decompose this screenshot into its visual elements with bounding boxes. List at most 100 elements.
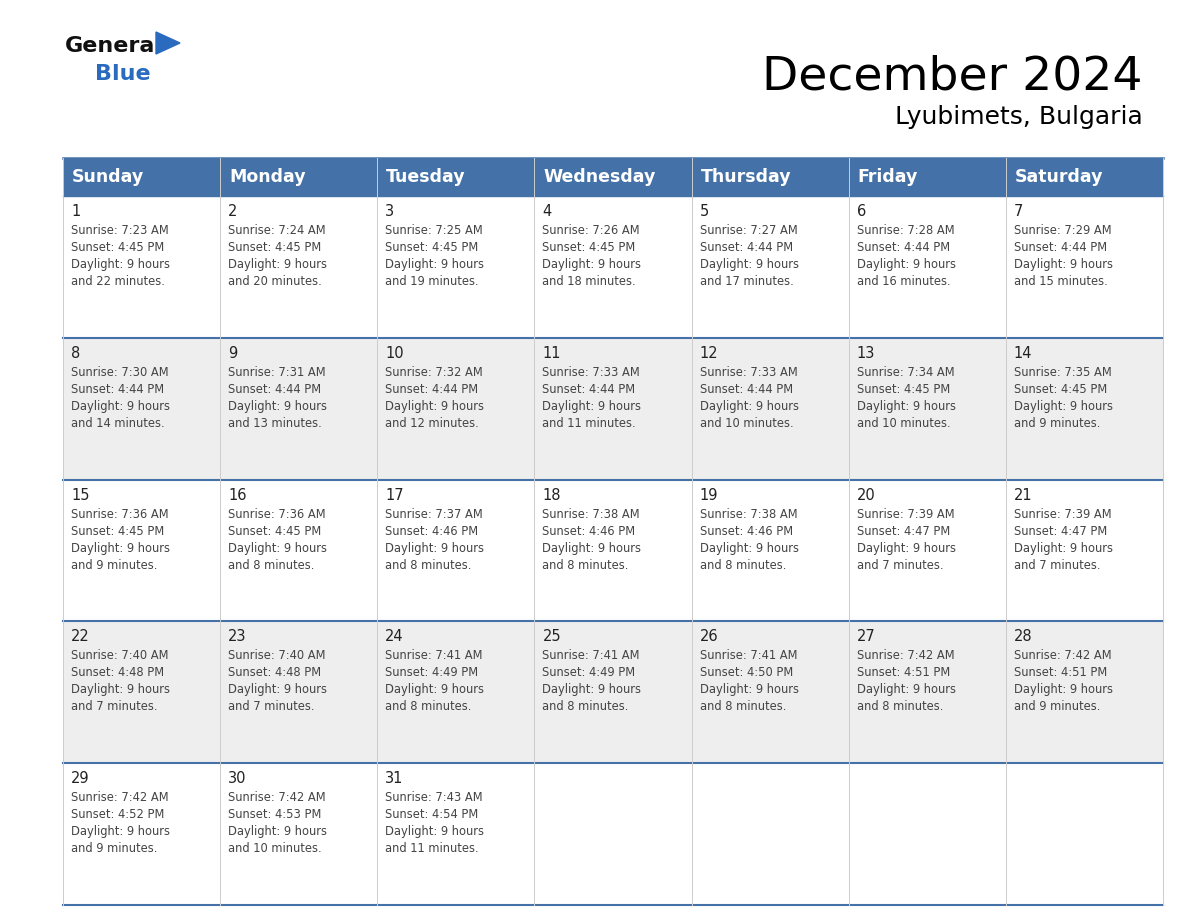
Text: Daylight: 9 hours: Daylight: 9 hours bbox=[228, 258, 327, 271]
Text: Daylight: 9 hours: Daylight: 9 hours bbox=[385, 825, 485, 838]
Bar bbox=[691, 338, 848, 479]
Bar bbox=[691, 621, 848, 763]
Text: Sunset: 4:53 PM: Sunset: 4:53 PM bbox=[228, 808, 322, 822]
Text: 25: 25 bbox=[543, 630, 561, 644]
Bar bbox=[691, 196, 848, 338]
Text: Sunrise: 7:42 AM: Sunrise: 7:42 AM bbox=[1013, 649, 1112, 663]
Text: Sunset: 4:45 PM: Sunset: 4:45 PM bbox=[385, 241, 479, 254]
Text: and 15 minutes.: and 15 minutes. bbox=[1013, 275, 1107, 288]
Text: Sunrise: 7:42 AM: Sunrise: 7:42 AM bbox=[71, 791, 169, 804]
Text: 9: 9 bbox=[228, 346, 238, 361]
Text: and 13 minutes.: and 13 minutes. bbox=[228, 417, 322, 430]
Bar bbox=[535, 479, 691, 621]
Text: Sunset: 4:51 PM: Sunset: 4:51 PM bbox=[1013, 666, 1107, 679]
Text: Daylight: 9 hours: Daylight: 9 hours bbox=[385, 258, 485, 271]
Text: Sunrise: 7:35 AM: Sunrise: 7:35 AM bbox=[1013, 365, 1112, 379]
Text: Sunset: 4:44 PM: Sunset: 4:44 PM bbox=[857, 241, 950, 254]
Text: Sunrise: 7:39 AM: Sunrise: 7:39 AM bbox=[857, 508, 954, 521]
Text: Sunset: 4:45 PM: Sunset: 4:45 PM bbox=[71, 524, 164, 538]
Text: Daylight: 9 hours: Daylight: 9 hours bbox=[71, 400, 170, 413]
Text: Sunrise: 7:25 AM: Sunrise: 7:25 AM bbox=[385, 224, 484, 237]
Bar bbox=[535, 196, 691, 338]
Text: Sunset: 4:45 PM: Sunset: 4:45 PM bbox=[857, 383, 950, 396]
Text: Daylight: 9 hours: Daylight: 9 hours bbox=[543, 683, 642, 697]
Bar bbox=[378, 158, 535, 196]
Bar bbox=[63, 479, 220, 621]
Text: and 9 minutes.: and 9 minutes. bbox=[71, 842, 157, 856]
Text: Sunrise: 7:30 AM: Sunrise: 7:30 AM bbox=[71, 365, 169, 379]
Text: and 19 minutes.: and 19 minutes. bbox=[385, 275, 479, 288]
Text: Monday: Monday bbox=[229, 168, 305, 186]
Bar bbox=[848, 763, 1006, 905]
Text: Sunrise: 7:42 AM: Sunrise: 7:42 AM bbox=[857, 649, 954, 663]
Text: and 8 minutes.: and 8 minutes. bbox=[700, 700, 786, 713]
Text: 29: 29 bbox=[71, 771, 89, 786]
Text: and 8 minutes.: and 8 minutes. bbox=[385, 700, 472, 713]
Text: General: General bbox=[65, 36, 163, 56]
Bar bbox=[1006, 338, 1163, 479]
Text: Daylight: 9 hours: Daylight: 9 hours bbox=[1013, 542, 1113, 554]
Bar bbox=[378, 338, 535, 479]
Text: Daylight: 9 hours: Daylight: 9 hours bbox=[543, 542, 642, 554]
Text: Daylight: 9 hours: Daylight: 9 hours bbox=[71, 258, 170, 271]
Bar bbox=[63, 621, 220, 763]
Text: Sunset: 4:44 PM: Sunset: 4:44 PM bbox=[385, 383, 479, 396]
Text: 19: 19 bbox=[700, 487, 718, 502]
Text: Saturday: Saturday bbox=[1015, 168, 1104, 186]
Bar bbox=[220, 763, 378, 905]
Text: Sunset: 4:48 PM: Sunset: 4:48 PM bbox=[228, 666, 321, 679]
Text: Sunrise: 7:33 AM: Sunrise: 7:33 AM bbox=[700, 365, 797, 379]
Text: Sunset: 4:44 PM: Sunset: 4:44 PM bbox=[700, 383, 792, 396]
Text: Daylight: 9 hours: Daylight: 9 hours bbox=[228, 400, 327, 413]
Text: Daylight: 9 hours: Daylight: 9 hours bbox=[228, 683, 327, 697]
Text: 5: 5 bbox=[700, 204, 709, 219]
Text: 24: 24 bbox=[385, 630, 404, 644]
Text: Sunset: 4:44 PM: Sunset: 4:44 PM bbox=[700, 241, 792, 254]
Text: Sunset: 4:44 PM: Sunset: 4:44 PM bbox=[228, 383, 321, 396]
Text: 15: 15 bbox=[71, 487, 89, 502]
Text: 2: 2 bbox=[228, 204, 238, 219]
Text: Thursday: Thursday bbox=[701, 168, 791, 186]
Text: and 17 minutes.: and 17 minutes. bbox=[700, 275, 794, 288]
Text: Daylight: 9 hours: Daylight: 9 hours bbox=[857, 400, 955, 413]
Text: and 11 minutes.: and 11 minutes. bbox=[543, 417, 636, 430]
Text: Sunset: 4:46 PM: Sunset: 4:46 PM bbox=[700, 524, 792, 538]
Bar bbox=[220, 158, 378, 196]
Text: and 10 minutes.: and 10 minutes. bbox=[700, 417, 794, 430]
Text: 7: 7 bbox=[1013, 204, 1023, 219]
Text: Sunrise: 7:31 AM: Sunrise: 7:31 AM bbox=[228, 365, 326, 379]
Bar bbox=[535, 338, 691, 479]
Text: Sunday: Sunday bbox=[72, 168, 144, 186]
Text: Sunrise: 7:42 AM: Sunrise: 7:42 AM bbox=[228, 791, 326, 804]
Bar bbox=[848, 196, 1006, 338]
Text: Daylight: 9 hours: Daylight: 9 hours bbox=[385, 683, 485, 697]
Text: Daylight: 9 hours: Daylight: 9 hours bbox=[857, 258, 955, 271]
Bar bbox=[1006, 158, 1163, 196]
Text: Tuesday: Tuesday bbox=[386, 168, 466, 186]
Text: 4: 4 bbox=[543, 204, 551, 219]
Bar bbox=[378, 763, 535, 905]
Text: Sunset: 4:54 PM: Sunset: 4:54 PM bbox=[385, 808, 479, 822]
Text: Daylight: 9 hours: Daylight: 9 hours bbox=[1013, 400, 1113, 413]
Text: Sunset: 4:44 PM: Sunset: 4:44 PM bbox=[543, 383, 636, 396]
Text: Sunset: 4:45 PM: Sunset: 4:45 PM bbox=[71, 241, 164, 254]
Text: Daylight: 9 hours: Daylight: 9 hours bbox=[700, 683, 798, 697]
Bar bbox=[535, 158, 691, 196]
Text: Friday: Friday bbox=[858, 168, 918, 186]
Bar bbox=[63, 158, 220, 196]
Text: Daylight: 9 hours: Daylight: 9 hours bbox=[700, 542, 798, 554]
Bar bbox=[535, 763, 691, 905]
Text: and 8 minutes.: and 8 minutes. bbox=[543, 558, 628, 572]
Text: Daylight: 9 hours: Daylight: 9 hours bbox=[543, 258, 642, 271]
Text: Sunrise: 7:38 AM: Sunrise: 7:38 AM bbox=[700, 508, 797, 521]
Bar bbox=[1006, 479, 1163, 621]
Text: Sunset: 4:51 PM: Sunset: 4:51 PM bbox=[857, 666, 950, 679]
Text: and 7 minutes.: and 7 minutes. bbox=[1013, 558, 1100, 572]
Text: Blue: Blue bbox=[95, 64, 151, 84]
Text: 20: 20 bbox=[857, 487, 876, 502]
Text: 6: 6 bbox=[857, 204, 866, 219]
Text: 21: 21 bbox=[1013, 487, 1032, 502]
Text: 27: 27 bbox=[857, 630, 876, 644]
Bar bbox=[1006, 621, 1163, 763]
Polygon shape bbox=[156, 32, 181, 54]
